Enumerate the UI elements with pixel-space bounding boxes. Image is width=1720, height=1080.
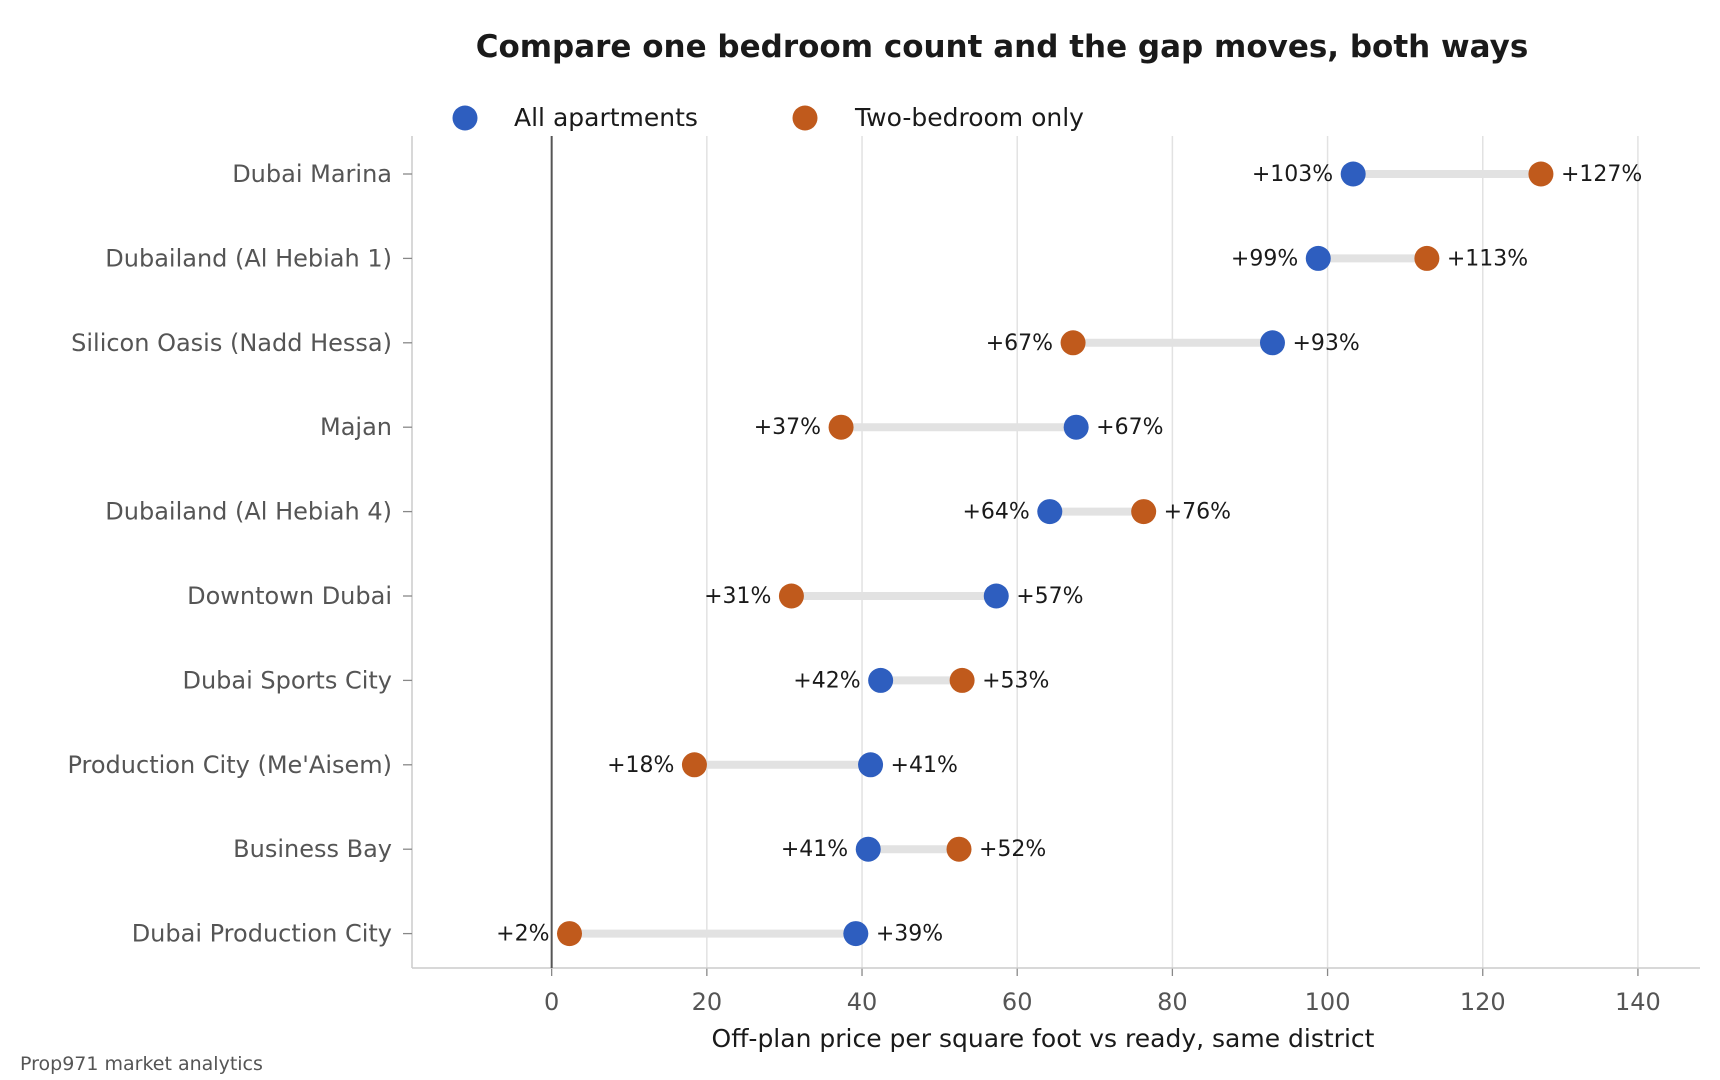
point-all-apartments xyxy=(1037,499,1063,525)
value-label-two-bedroom: +52% xyxy=(979,837,1046,862)
x-tick-label-140: 140 xyxy=(1615,988,1661,1016)
source-note: Prop971 market analytics xyxy=(20,1053,263,1075)
x-tick-label-60: 60 xyxy=(1002,988,1033,1016)
point-all-apartments xyxy=(1340,161,1366,187)
x-tick-label-100: 100 xyxy=(1305,988,1351,1016)
category-labels: Dubai Marina Dubailand (Al Hebiah 1) Silic… xyxy=(67,160,392,948)
category-label: Dubai Marina xyxy=(232,160,392,188)
value-label-all-apartments: +67% xyxy=(1096,415,1163,440)
point-all-apartments xyxy=(983,583,1009,609)
category-label: Business Bay xyxy=(233,835,392,863)
point-two-bedroom xyxy=(1414,245,1440,271)
category-label: Dubai Production City xyxy=(132,920,392,948)
point-two-bedroom xyxy=(1060,330,1086,356)
point-all-apartments xyxy=(1259,330,1285,356)
value-label-two-bedroom: +37% xyxy=(754,415,821,440)
value-label-two-bedroom: +127% xyxy=(1561,162,1642,187)
category-label: Majan xyxy=(320,413,392,441)
legend-marker-all-apartments xyxy=(452,105,478,131)
value-label-two-bedroom: +53% xyxy=(982,668,1049,693)
category-label: Production City (Me'Aisem) xyxy=(67,751,392,779)
chart-title: Compare one bedroom count and the gap mo… xyxy=(476,29,1529,65)
points xyxy=(557,161,1554,947)
point-two-bedroom xyxy=(681,752,707,778)
connectors xyxy=(565,170,1545,938)
value-label-two-bedroom: +67% xyxy=(986,331,1053,356)
value-label-two-bedroom: +76% xyxy=(1164,500,1231,525)
value-label-all-apartments: +39% xyxy=(876,922,943,947)
point-all-apartments xyxy=(868,667,894,693)
point-all-apartments xyxy=(855,836,881,862)
value-label-all-apartments: +64% xyxy=(962,500,1029,525)
value-label-all-apartments: +41% xyxy=(781,837,848,862)
value-label-two-bedroom: +18% xyxy=(607,753,674,778)
grid xyxy=(706,136,1639,968)
value-label-all-apartments: +93% xyxy=(1292,331,1359,356)
value-label-all-apartments: +42% xyxy=(793,668,860,693)
value-label-two-bedroom: +31% xyxy=(704,584,771,609)
legend: All apartments Two-bedroom only xyxy=(452,103,1084,132)
x-axis-label: Off-plan price per square foot vs ready,… xyxy=(712,1024,1375,1053)
point-two-bedroom xyxy=(1528,161,1554,187)
value-label-all-apartments: +41% xyxy=(891,753,958,778)
category-label: Downtown Dubai xyxy=(187,582,392,610)
axes xyxy=(403,136,1700,976)
point-two-bedroom xyxy=(949,667,975,693)
category-label: Silicon Oasis (Nadd Hessa) xyxy=(71,329,392,357)
point-all-apartments xyxy=(1305,245,1331,271)
category-label: Dubai Sports City xyxy=(182,666,392,694)
point-all-apartments xyxy=(858,752,884,778)
point-all-apartments xyxy=(1063,414,1089,440)
point-all-apartments xyxy=(843,921,869,947)
legend-marker-two-bedroom xyxy=(792,105,818,131)
x-tick-label-80: 80 xyxy=(1157,988,1188,1016)
point-two-bedroom xyxy=(557,921,583,947)
legend-label-two-bedroom: Two-bedroom only xyxy=(854,103,1084,132)
category-label: Dubailand (Al Hebiah 1) xyxy=(105,244,392,272)
value-label-all-apartments: +103% xyxy=(1252,162,1333,187)
category-label: Dubailand (Al Hebiah 4) xyxy=(105,498,392,526)
point-two-bedroom xyxy=(946,836,972,862)
point-two-bedroom xyxy=(778,583,804,609)
value-labels: +103% +127% +99% +113% +93% +67% +67% +37% +64% +… xyxy=(496,162,1642,947)
value-label-all-apartments: +57% xyxy=(1016,584,1083,609)
value-label-two-bedroom: +113% xyxy=(1447,246,1528,271)
x-tick-label-120: 120 xyxy=(1460,988,1506,1016)
value-label-all-apartments: +99% xyxy=(1231,246,1298,271)
x-tick-labels: 0 20 40 60 80 100 120 140 xyxy=(544,988,1661,1016)
x-tick-label-40: 40 xyxy=(847,988,878,1016)
point-two-bedroom xyxy=(1131,499,1157,525)
value-label-two-bedroom: +2% xyxy=(496,922,549,947)
x-tick-label-20: 20 xyxy=(692,988,723,1016)
legend-label-all-apartments: All apartments xyxy=(514,103,698,132)
x-tick-label-0: 0 xyxy=(544,988,559,1016)
point-two-bedroom xyxy=(828,414,854,440)
